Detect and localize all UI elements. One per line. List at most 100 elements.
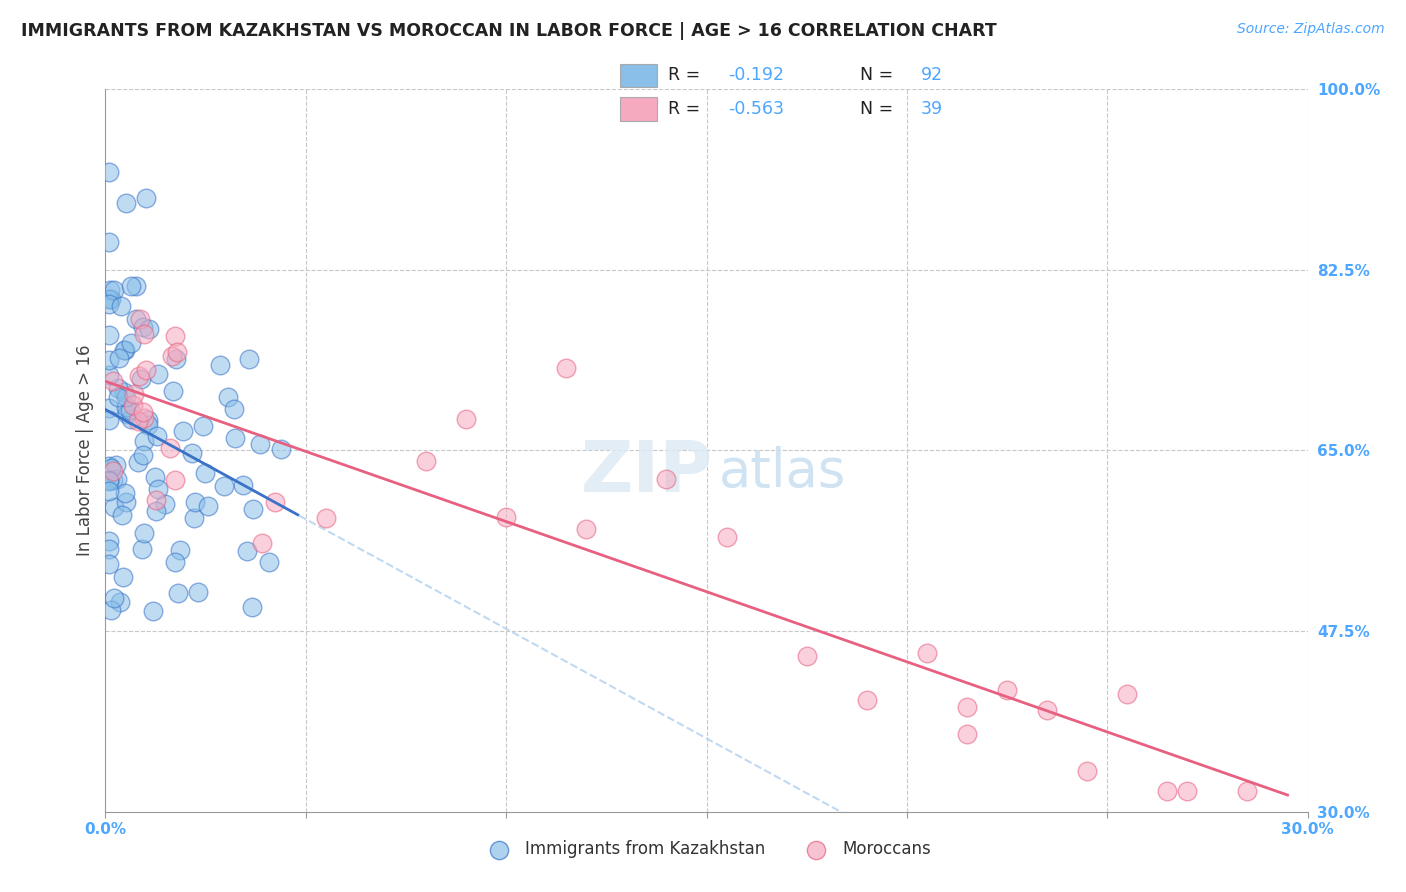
Point xyxy=(172,425,194,439)
Point xyxy=(129,372,152,386)
Point xyxy=(187,584,209,599)
Point xyxy=(183,511,205,525)
Point xyxy=(956,727,979,741)
Point xyxy=(146,367,169,381)
Point xyxy=(217,390,239,404)
Point xyxy=(270,442,292,457)
Point xyxy=(107,381,129,395)
Point xyxy=(142,604,165,618)
Point xyxy=(153,498,176,512)
Point xyxy=(115,390,138,404)
Point xyxy=(167,586,190,600)
Point xyxy=(236,543,259,558)
Point xyxy=(98,401,121,416)
Point xyxy=(181,446,204,460)
Point xyxy=(995,682,1018,697)
Point xyxy=(117,407,139,421)
Point xyxy=(103,591,125,606)
Point xyxy=(716,529,738,543)
Point xyxy=(415,454,437,468)
Point xyxy=(454,412,477,426)
Y-axis label: In Labor Force | Age > 16: In Labor Force | Age > 16 xyxy=(76,344,94,557)
Point xyxy=(136,413,159,427)
Point xyxy=(136,417,159,432)
Text: Source: ZipAtlas.com: Source: ZipAtlas.com xyxy=(1237,22,1385,37)
Point xyxy=(98,534,121,549)
Point xyxy=(122,387,145,401)
Bar xyxy=(620,63,657,87)
Point xyxy=(250,536,273,550)
Point xyxy=(132,434,155,448)
Point xyxy=(160,349,183,363)
Point xyxy=(191,419,214,434)
Point xyxy=(956,700,979,714)
Point xyxy=(103,375,125,389)
Point xyxy=(132,448,155,462)
Point xyxy=(655,472,678,486)
Point xyxy=(159,441,181,455)
Text: 92: 92 xyxy=(921,66,943,84)
Point xyxy=(135,363,157,377)
Point xyxy=(232,478,254,492)
Point xyxy=(98,235,121,250)
Point xyxy=(1076,764,1098,778)
Point xyxy=(122,398,145,412)
Point xyxy=(166,344,188,359)
Point xyxy=(131,319,153,334)
Text: IMMIGRANTS FROM KAZAKHSTAN VS MOROCCAN IN LABOR FORCE | AGE > 16 CORRELATION CHA: IMMIGRANTS FROM KAZAKHSTAN VS MOROCCAN I… xyxy=(21,22,997,40)
Point xyxy=(194,466,217,480)
Point xyxy=(114,343,136,357)
Point xyxy=(264,495,287,509)
Point xyxy=(103,500,125,514)
Point xyxy=(249,437,271,451)
Legend: Immigrants from Kazakhstan, Moroccans: Immigrants from Kazakhstan, Moroccans xyxy=(475,833,938,865)
Point xyxy=(98,297,121,311)
Point xyxy=(145,492,167,507)
Point xyxy=(108,351,131,366)
Point xyxy=(162,384,184,398)
Point xyxy=(120,412,142,426)
Point xyxy=(143,469,166,483)
Point xyxy=(169,543,191,558)
Point xyxy=(98,368,121,383)
Text: N =: N = xyxy=(860,66,900,84)
Point xyxy=(146,429,169,443)
Point xyxy=(110,299,132,313)
Point xyxy=(135,190,157,204)
Point xyxy=(796,648,818,663)
Text: R =: R = xyxy=(668,100,706,118)
Point xyxy=(112,570,135,584)
Point xyxy=(224,431,246,445)
Point xyxy=(131,405,153,419)
Point xyxy=(98,327,121,342)
Point xyxy=(212,479,235,493)
Point xyxy=(98,459,121,474)
Point xyxy=(105,458,128,473)
Point xyxy=(114,196,136,211)
Point xyxy=(315,510,337,524)
Point xyxy=(115,400,138,414)
Point xyxy=(1036,703,1059,717)
Point xyxy=(105,472,128,486)
Point xyxy=(118,403,141,417)
Point xyxy=(103,283,125,297)
Point xyxy=(257,555,280,569)
Text: ZIP: ZIP xyxy=(581,438,713,507)
Point xyxy=(146,482,169,496)
Point xyxy=(145,504,167,518)
Point xyxy=(575,523,598,537)
Point xyxy=(184,495,207,509)
Point xyxy=(103,463,125,477)
Point xyxy=(855,692,877,706)
Point xyxy=(98,283,121,297)
Text: 39: 39 xyxy=(921,100,943,118)
Point xyxy=(132,525,155,540)
Point xyxy=(112,343,135,357)
Point xyxy=(100,461,122,475)
Point xyxy=(114,486,136,500)
Point xyxy=(240,600,263,615)
Point xyxy=(128,369,150,384)
Point xyxy=(103,473,125,487)
Text: atlas: atlas xyxy=(718,446,846,498)
Point xyxy=(98,558,121,572)
